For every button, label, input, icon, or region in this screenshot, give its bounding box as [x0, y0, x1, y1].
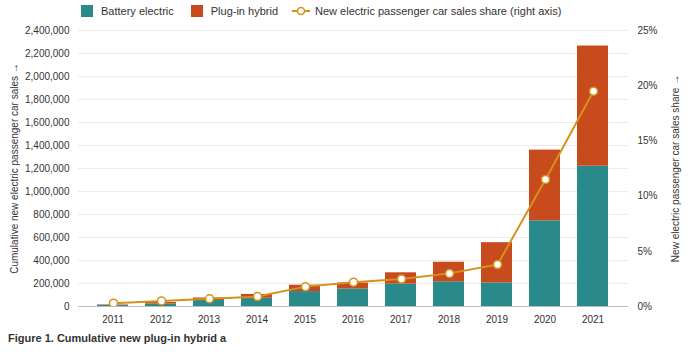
- html-text:Battery electric: Battery electric: [101, 5, 174, 17]
- svg-text:15%: 15%: [638, 135, 658, 146]
- html-text:Figure 1. Cumulative new plug-: Figure 1. Cumulative new plug-in hybrid …: [8, 332, 227, 344]
- svg-text:2016: 2016: [342, 314, 365, 325]
- svg-text:0%: 0%: [638, 301, 653, 312]
- svg-text:0: 0: [64, 301, 70, 312]
- html-text:New electric passenger car sal: New electric passenger car sales share (…: [315, 5, 562, 17]
- svg-text:2015: 2015: [294, 314, 317, 325]
- svg-text:Cumulative new electric passen: Cumulative new electric passenger car sa…: [9, 63, 20, 274]
- svg-text:2017: 2017: [390, 314, 413, 325]
- html-text:Plug-in hybrid: Plug-in hybrid: [210, 5, 278, 17]
- svg-text:1,800,000: 1,800,000: [25, 94, 70, 105]
- svg-text:2,400,000: 2,400,000: [25, 25, 70, 36]
- svg-text:10%: 10%: [638, 190, 658, 201]
- svg-text:2018: 2018: [438, 314, 461, 325]
- svg-text:1,200,000: 1,200,000: [25, 163, 70, 174]
- svg-text:5%: 5%: [638, 246, 653, 257]
- svg-text:2011: 2011: [102, 314, 124, 325]
- svg-text:800,000: 800,000: [33, 209, 70, 220]
- svg-text:New electric passenger car sal: New electric passenger car sales share →: [670, 75, 681, 262]
- svg-text:2,200,000: 2,200,000: [25, 48, 70, 59]
- svg-text:1,400,000: 1,400,000: [25, 140, 70, 151]
- svg-text:1,600,000: 1,600,000: [25, 117, 70, 128]
- svg-text:20%: 20%: [638, 80, 658, 91]
- svg-text:2012: 2012: [150, 314, 173, 325]
- svg-text:2019: 2019: [486, 314, 509, 325]
- svg-text:25%: 25%: [638, 25, 658, 36]
- svg-text:2021: 2021: [582, 314, 605, 325]
- svg-text:2013: 2013: [198, 314, 221, 325]
- svg-text:1,000,000: 1,000,000: [25, 186, 70, 197]
- svg-text:2020: 2020: [534, 314, 557, 325]
- svg-text:400,000: 400,000: [33, 255, 70, 266]
- svg-text:600,000: 600,000: [33, 232, 70, 243]
- svg-text:200,000: 200,000: [33, 278, 70, 289]
- svg-text:2,000,000: 2,000,000: [25, 71, 70, 82]
- svg-text:2014: 2014: [246, 314, 269, 325]
